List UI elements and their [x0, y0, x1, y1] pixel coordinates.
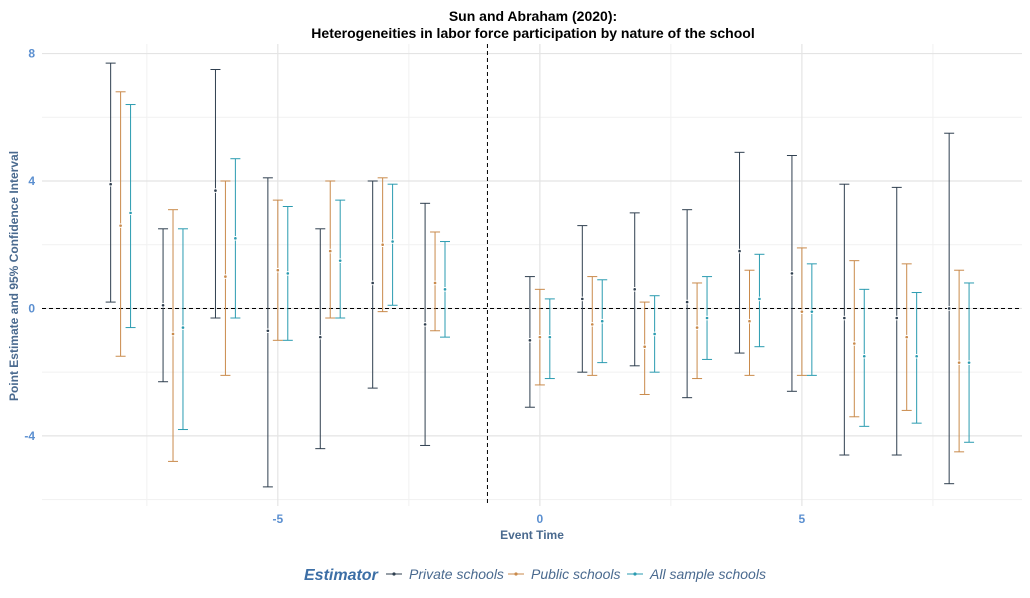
point-estimate [600, 319, 604, 323]
point-estimate [643, 345, 646, 348]
point-estimate [738, 249, 741, 253]
y-tick-label: 4 [28, 174, 35, 188]
point-estimate [843, 316, 846, 320]
point-estimate [790, 272, 794, 275]
series-all-sample-schools [125, 104, 975, 443]
point-estimate [862, 354, 866, 358]
point-estimate [590, 323, 594, 326]
chart-subtitle: Heterogeneities in labor force participa… [311, 25, 754, 41]
point-estimate [129, 211, 132, 215]
legend-label: Public schools [531, 566, 621, 582]
point-estimate [528, 339, 532, 342]
chart-title: Sun and Abraham (2020): [449, 8, 617, 24]
legend-item: Public schools [508, 566, 621, 582]
point-estimate [214, 189, 217, 192]
legend-label: All sample schools [649, 566, 766, 582]
legend-label: Private schools [409, 566, 504, 582]
point-estimate [548, 335, 552, 339]
legend-item: All sample schools [627, 566, 766, 582]
point-estimate [371, 281, 374, 285]
point-estimate [286, 272, 290, 275]
x-tick-label: 5 [799, 512, 806, 526]
point-estimate [695, 326, 699, 329]
legend-key-point [392, 572, 396, 576]
point-estimate [957, 361, 961, 364]
reference-lines [42, 44, 1022, 506]
point-estimate [161, 303, 165, 307]
point-estimate [381, 243, 384, 247]
point-estimate [318, 335, 322, 339]
y-tick-label: 0 [28, 301, 35, 315]
point-estimate [748, 319, 751, 323]
point-estimate [800, 310, 804, 313]
point-estimate [433, 281, 437, 285]
point-estimate [581, 297, 584, 301]
y-axis-label: Point Estimate and 95% Confidence Interv… [7, 151, 21, 401]
legend: Estimator Private schools Public schools A… [304, 566, 766, 584]
point-estimate [181, 326, 185, 329]
point-estimate [810, 310, 814, 313]
series-private-schools [105, 62, 955, 488]
point-estimate [328, 249, 332, 253]
x-axis-label: Event Time [500, 528, 564, 542]
point-estimate [915, 354, 918, 358]
point-estimate [967, 361, 971, 364]
point-estimate [119, 224, 122, 227]
point-estimate [633, 288, 637, 291]
legend-item: Private schools [386, 566, 504, 582]
point-estimate [171, 332, 175, 336]
point-estimate [758, 297, 761, 301]
point-estimate [852, 342, 856, 345]
point-estimate [895, 316, 899, 320]
point-estimate [266, 329, 270, 333]
point-estimate [538, 335, 542, 339]
series-layer [105, 62, 975, 488]
legend-key-point [514, 572, 518, 576]
point-estimate [338, 259, 342, 262]
point-estimate [234, 237, 237, 240]
point-estimate [653, 332, 656, 336]
point-estimate [705, 316, 709, 320]
tick-labels: -5 0 5 -4 0 4 8 [24, 47, 805, 526]
y-tick-label: -4 [24, 429, 35, 443]
point-estimate [685, 300, 689, 304]
point-estimate [947, 307, 951, 310]
point-estimate [423, 323, 427, 326]
series-public-schools [115, 91, 965, 462]
legend-title: Estimator [304, 567, 379, 584]
legend-items: Private schools Public schools All sample … [386, 566, 766, 582]
point-estimate [905, 335, 909, 339]
legend-key-point [633, 572, 637, 576]
point-estimate [391, 240, 394, 243]
point-estimate [276, 268, 280, 272]
point-estimate [443, 288, 447, 291]
x-tick-label: 0 [537, 512, 544, 526]
point-estimate [224, 275, 227, 278]
y-tick-label: 8 [28, 47, 35, 61]
x-tick-label: -5 [272, 512, 283, 526]
point-estimate [109, 182, 112, 186]
